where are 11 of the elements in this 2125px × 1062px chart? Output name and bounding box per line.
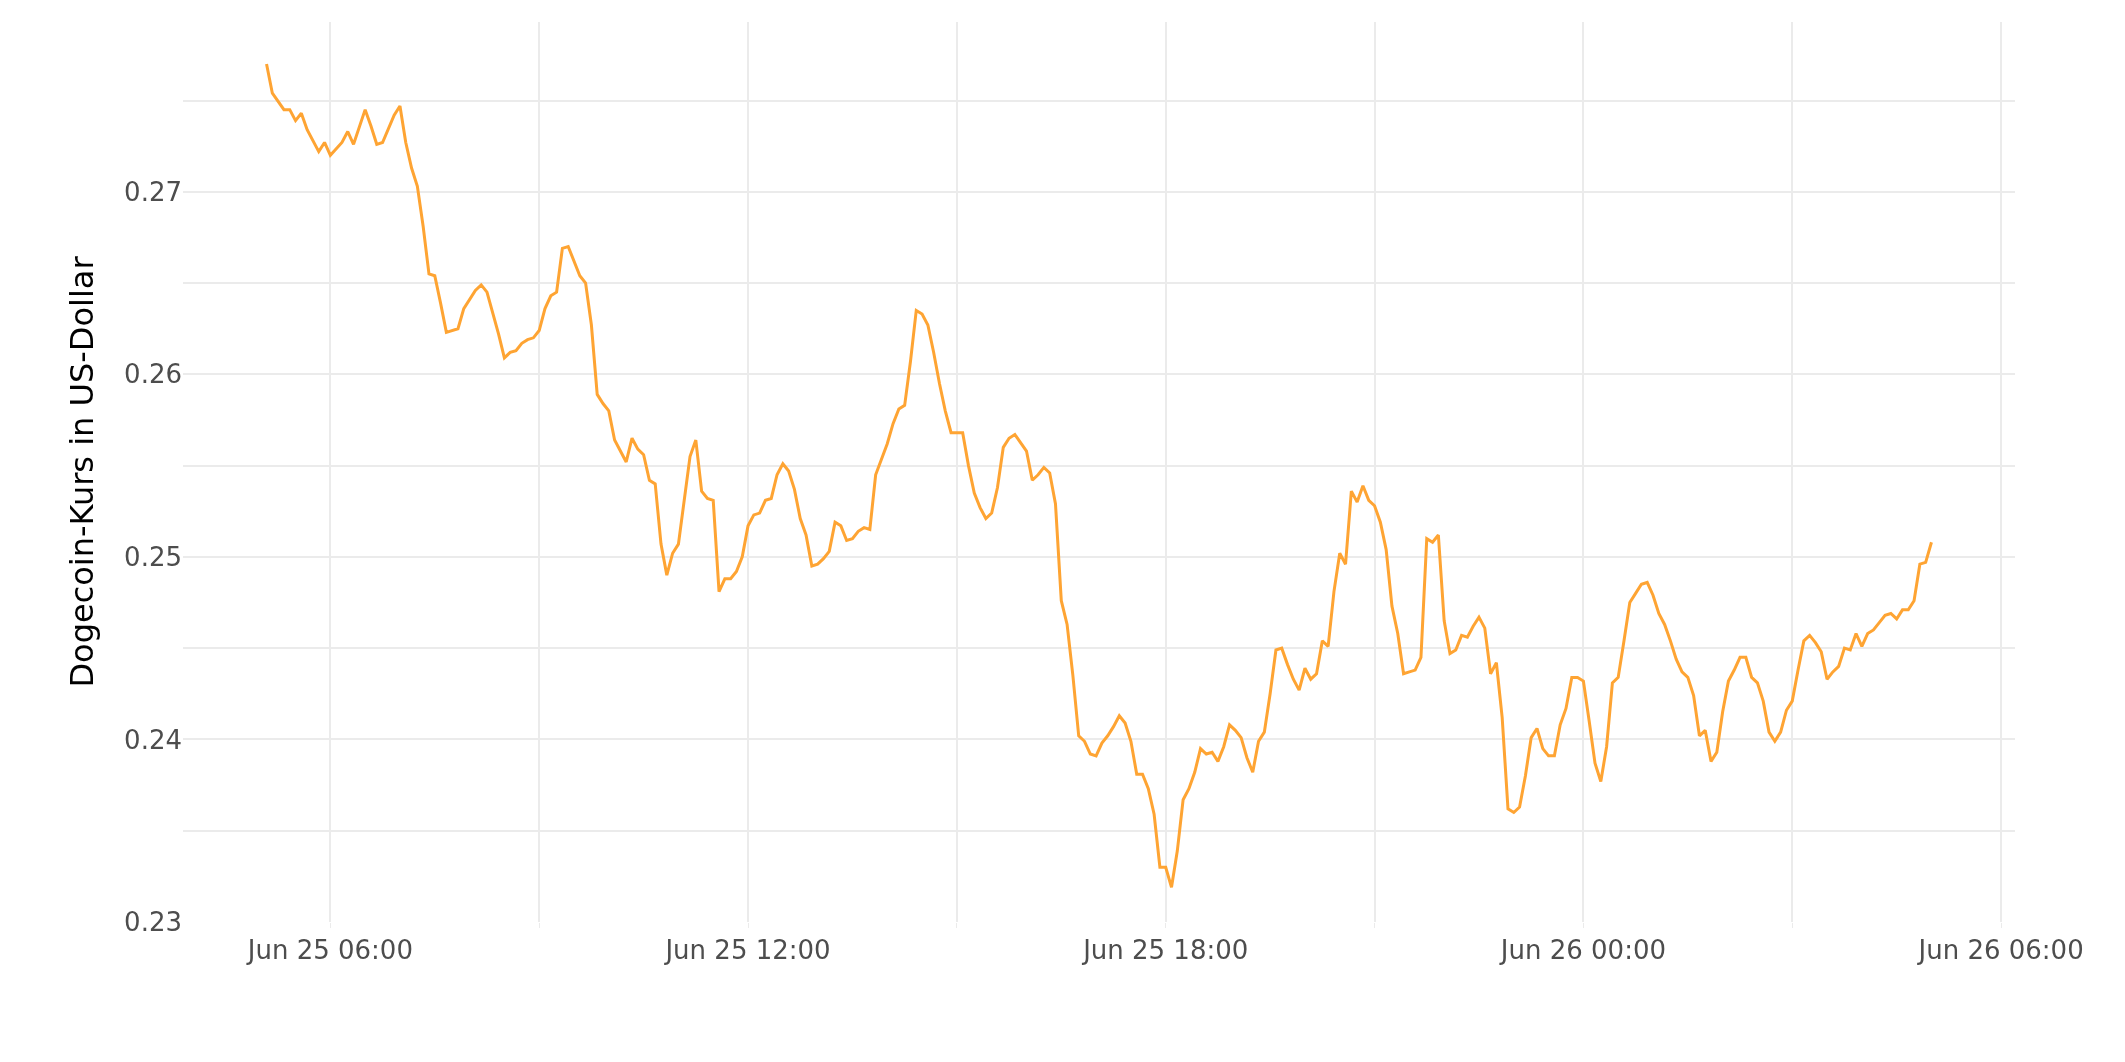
x-tick-label: Jun 25 18:00 — [1081, 935, 1249, 966]
y-tick-label: 0.24 — [124, 724, 182, 755]
y-tick-label: 0.23 — [124, 907, 182, 938]
y-tick-label: 0.26 — [124, 359, 182, 390]
x-tick-label: Jun 25 12:00 — [663, 935, 831, 966]
x-tick-label: Jun 25 06:00 — [245, 935, 413, 966]
y-axis-title: Dogecoin-Kurs in US-Dollar — [63, 255, 102, 688]
x-tick-label: Jun 26 00:00 — [1498, 935, 1666, 966]
y-tick-label: 0.27 — [124, 176, 182, 207]
x-tick-label: Jun 26 06:00 — [1916, 935, 2084, 966]
y-tick-label: 0.25 — [124, 541, 182, 572]
